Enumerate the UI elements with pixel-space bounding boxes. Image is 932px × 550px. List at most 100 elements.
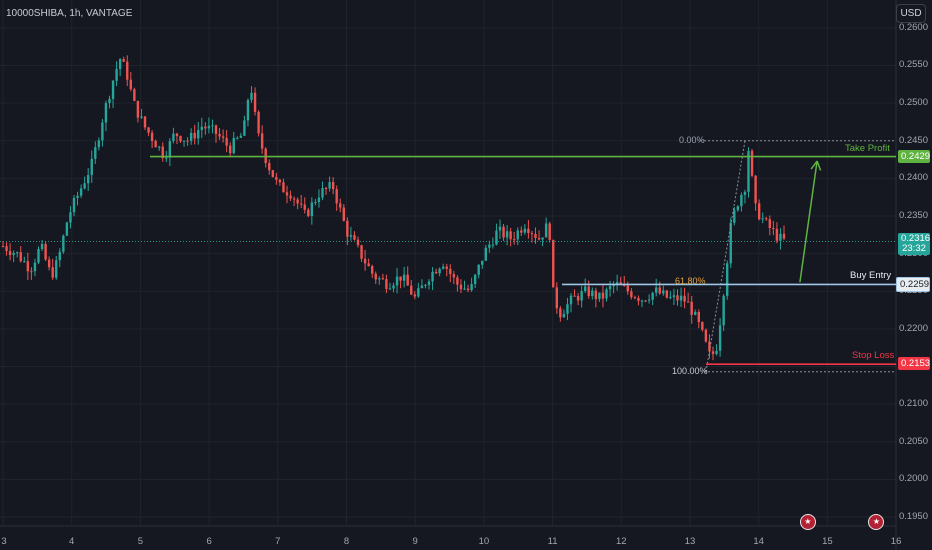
candle	[250, 92, 253, 101]
candle	[161, 146, 164, 158]
candle	[548, 223, 551, 240]
candle	[456, 277, 459, 285]
candle	[47, 259, 51, 268]
candle	[683, 295, 686, 302]
candle	[19, 252, 22, 262]
candle	[168, 141, 172, 158]
candle	[335, 189, 338, 204]
candle	[282, 182, 285, 193]
candle	[385, 279, 388, 289]
candle	[410, 285, 413, 295]
candle	[495, 230, 498, 245]
candle	[587, 286, 590, 297]
candle	[356, 239, 360, 246]
x-tick-label: 12	[616, 536, 627, 547]
candle	[399, 276, 402, 281]
candle	[62, 235, 65, 252]
candle	[463, 288, 466, 290]
x-tick-label: 8	[343, 536, 350, 547]
candle	[527, 228, 530, 234]
candle	[605, 289, 608, 299]
candle	[470, 283, 473, 291]
candle	[37, 249, 40, 263]
candle	[488, 244, 491, 248]
currency-button[interactable]: USD	[896, 4, 926, 23]
candle	[33, 262, 37, 272]
us-flag-icon[interactable]: ★	[799, 514, 816, 530]
candle	[701, 322, 704, 330]
candle	[346, 220, 349, 237]
candle	[40, 243, 44, 250]
candle	[562, 313, 566, 318]
candle	[300, 203, 303, 205]
candle	[307, 209, 310, 216]
candle	[72, 197, 76, 213]
candle	[708, 341, 711, 352]
candle	[757, 203, 761, 220]
candle	[694, 311, 697, 315]
candle	[601, 292, 605, 299]
candle	[147, 127, 150, 133]
candle	[623, 284, 626, 286]
candle	[94, 147, 97, 159]
candle	[310, 202, 314, 216]
fib-trend-line	[705, 140, 746, 372]
candle	[186, 140, 189, 142]
candle	[569, 295, 573, 305]
x-tick-label: 10	[478, 536, 490, 547]
candle	[69, 212, 72, 223]
y-tick-label: 0.2550	[898, 59, 928, 71]
y-tick-label: 0.2100	[898, 398, 928, 410]
candle	[651, 292, 654, 300]
candle	[491, 244, 495, 246]
candle	[296, 199, 299, 204]
y-tick-label: 0.2500	[898, 97, 928, 109]
y-tick-label: 0.2050	[898, 435, 928, 447]
stop-loss-price-tag: 0.2153	[898, 357, 930, 371]
candle	[559, 308, 562, 318]
candle	[321, 187, 324, 198]
candle	[729, 222, 732, 264]
candle	[388, 288, 392, 290]
candle	[662, 290, 665, 294]
candle	[644, 300, 647, 302]
candle	[207, 125, 211, 129]
candle	[289, 195, 292, 199]
y-tick-label: 0.2000	[898, 473, 928, 485]
candle	[498, 226, 502, 231]
candle	[278, 179, 282, 183]
candle	[672, 295, 676, 298]
candle	[544, 223, 548, 238]
fib-618-label: 61.80%	[675, 276, 706, 287]
candle	[339, 203, 342, 208]
x-tick-label: 16	[890, 536, 902, 547]
candle	[395, 276, 399, 286]
us-flag-icon[interactable]: ★	[868, 514, 885, 530]
candle	[427, 281, 431, 285]
candle	[591, 290, 594, 297]
candle	[686, 301, 690, 303]
candle	[509, 231, 512, 240]
candle	[275, 176, 278, 180]
candle	[118, 59, 122, 69]
projection-arrow	[799, 160, 818, 283]
candle	[292, 198, 296, 200]
candle	[140, 116, 143, 118]
candle	[449, 268, 452, 275]
candle	[711, 351, 715, 355]
candle	[697, 311, 700, 323]
y-tick-label: 0.2200	[898, 322, 928, 334]
candle	[5, 246, 8, 252]
candle	[257, 111, 260, 134]
candle	[129, 79, 132, 90]
candle	[378, 278, 381, 280]
candle	[473, 274, 477, 284]
candle	[481, 260, 484, 265]
take-profit-price-tag: 0.2429	[898, 149, 930, 163]
candle	[555, 287, 558, 309]
candle	[214, 125, 218, 134]
candle	[328, 182, 331, 189]
candle	[633, 297, 637, 299]
candle	[520, 230, 523, 233]
